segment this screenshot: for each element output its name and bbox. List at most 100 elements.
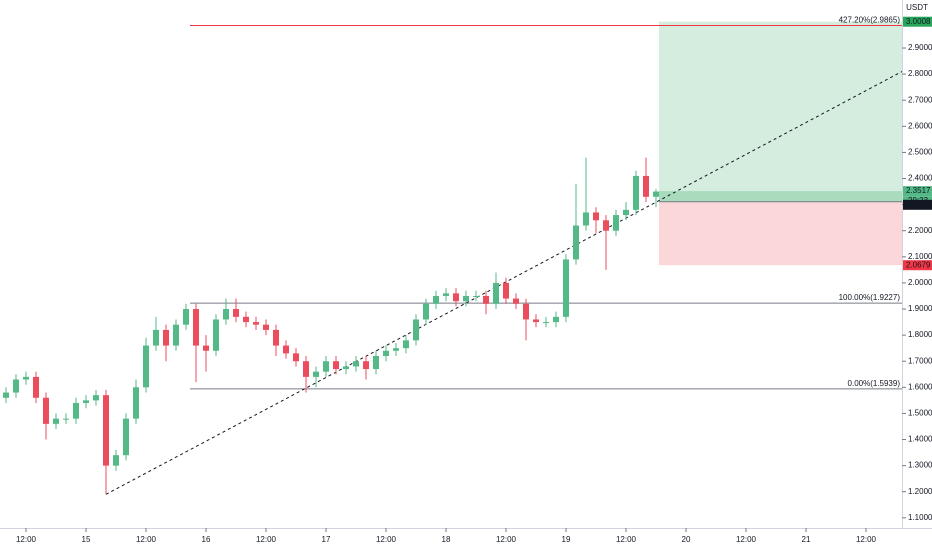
entry-price-bg	[903, 199, 932, 210]
x-tick-label: 12:00	[736, 535, 757, 544]
candle-body	[153, 329, 159, 346]
candle-body	[323, 361, 329, 372]
x-tick-label: 20	[682, 535, 691, 544]
x-tick-label: 12:00	[256, 535, 277, 544]
candle-body	[33, 376, 39, 398]
candle-body	[533, 319, 539, 323]
candle-body	[563, 259, 569, 317]
candle-body	[573, 225, 579, 260]
x-tick-label: 12:00	[136, 535, 157, 544]
candle-body	[313, 371, 319, 377]
x-tick-label: 16	[202, 535, 211, 544]
y-tick-label: 2.9000	[908, 43, 932, 52]
candle-body	[83, 400, 89, 403]
candle-body	[623, 209, 629, 216]
y-tick-label: 2.1000	[908, 252, 932, 261]
entry-price: 2.3108	[906, 200, 931, 209]
candle-body	[53, 418, 59, 424]
candle-body	[523, 303, 529, 320]
candle-body	[243, 316, 249, 323]
stop-price-bg	[903, 260, 932, 271]
target-price: 3.0008	[906, 17, 931, 26]
candle-body	[133, 387, 139, 419]
candle-body	[73, 402, 79, 419]
currency-label: USDT	[906, 3, 928, 12]
candle-body	[13, 379, 19, 393]
y-tick-label: 1.2000	[908, 487, 932, 496]
candle-body	[343, 366, 349, 370]
candle-body	[283, 345, 289, 354]
last-price: 2.3517	[906, 186, 931, 195]
candle-body	[63, 418, 69, 420]
x-tick-label: 12:00	[376, 535, 397, 544]
y-tick-label: 2.8000	[908, 69, 932, 78]
candle-body	[163, 329, 169, 346]
candle-body	[93, 395, 99, 401]
candle-body	[493, 282, 499, 304]
candle-body	[103, 395, 109, 466]
x-tick-label: 15	[82, 535, 91, 544]
y-tick-label: 2.0000	[908, 278, 932, 287]
candle-body	[633, 175, 639, 210]
candle-body	[413, 319, 419, 341]
candle-body	[543, 322, 549, 324]
x-tick-label: 12:00	[616, 535, 637, 544]
candle-body	[503, 282, 509, 299]
candle-body	[353, 361, 359, 367]
candle-body	[483, 295, 489, 304]
y-tick-label: 1.4000	[908, 435, 932, 444]
fib-label: 427.20%(2.9865)	[839, 16, 901, 25]
fib-label: 100.00%(1.9227)	[839, 293, 901, 302]
x-tick-label: 12:00	[16, 535, 37, 544]
candle-body	[373, 356, 379, 370]
candle-body	[333, 361, 339, 370]
candle-body	[123, 418, 129, 456]
candle-body	[403, 340, 409, 349]
candle-body	[393, 348, 399, 351]
candle-body	[383, 350, 389, 357]
candle-body	[423, 303, 429, 320]
candle-body	[603, 220, 609, 231]
candle-body	[143, 345, 149, 388]
candle-body	[223, 309, 229, 320]
candle-body	[433, 295, 439, 304]
candle-body	[653, 191, 659, 197]
y-tick-label: 1.6000	[908, 382, 932, 391]
y-tick-label: 1.3000	[908, 461, 932, 470]
y-tick-label: 2.7000	[908, 95, 932, 104]
candle-body	[613, 215, 619, 231]
candle-body	[553, 316, 559, 323]
candle-body	[363, 361, 369, 370]
x-tick-label: 18	[442, 535, 451, 544]
x-tick-label: 19	[562, 535, 571, 544]
candle-body	[3, 392, 9, 398]
candle-body	[23, 376, 29, 380]
candle-body	[593, 212, 599, 221]
x-tick-label: 21	[802, 535, 811, 544]
candle-body	[113, 455, 119, 466]
stop-price: 2.0679	[906, 260, 931, 269]
candle-body	[233, 309, 239, 317]
candle-body	[453, 293, 459, 302]
candle-body	[43, 397, 49, 424]
candle-body	[643, 175, 649, 197]
x-tick-label: 12:00	[856, 535, 877, 544]
candle-body	[273, 329, 279, 346]
y-tick-label: 2.4000	[908, 174, 932, 183]
y-tick-label: 1.1000	[908, 513, 932, 522]
candle-body	[263, 324, 269, 330]
target-zone	[659, 21, 902, 202]
y-tick-label: 1.8000	[908, 330, 932, 339]
target-price-bg	[903, 16, 932, 27]
candle-body	[293, 353, 299, 362]
candle-body	[513, 298, 519, 304]
open-pnl-zone	[659, 191, 902, 202]
y-tick-label: 2.6000	[908, 121, 932, 130]
y-tick-label: 2.5000	[908, 148, 932, 157]
y-tick-label: 1.9000	[908, 304, 932, 313]
candle-body	[253, 322, 259, 325]
candle-body	[463, 295, 469, 302]
